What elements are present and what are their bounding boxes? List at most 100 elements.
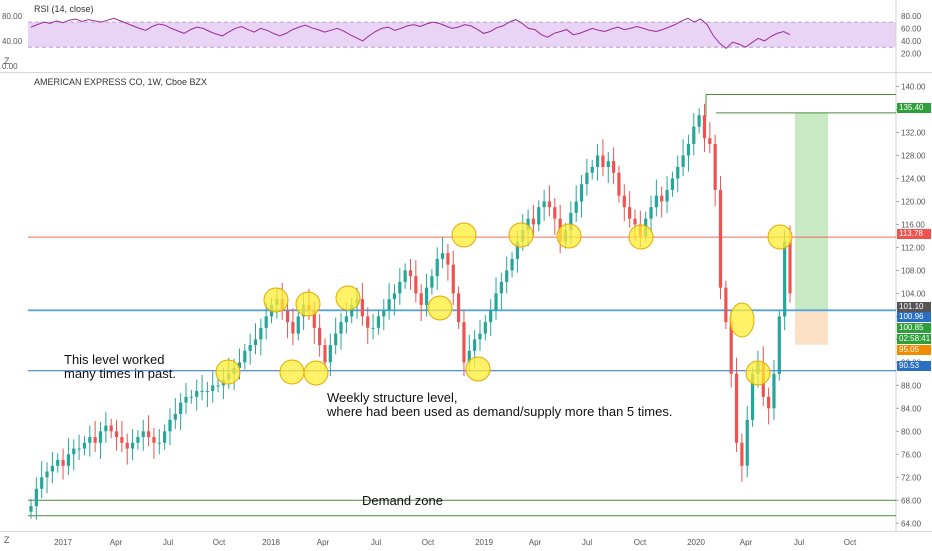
- price-tick-label: 116.00: [901, 220, 925, 229]
- candle-body: [387, 299, 391, 311]
- candle-body: [531, 218, 536, 225]
- candle-body: [478, 333, 482, 340]
- time-tick-label: Jul: [371, 538, 381, 547]
- candle-body: [146, 431, 151, 438]
- rsi-right-tick: 20.00: [901, 49, 922, 58]
- candle-body: [569, 212, 573, 231]
- touch-marker: [263, 287, 289, 313]
- candle-body: [729, 322, 733, 374]
- candle-body: [777, 316, 781, 374]
- candle-body: [237, 362, 242, 369]
- candle-body: [440, 253, 445, 259]
- price-tick-label: 104.00: [901, 289, 926, 298]
- time-axis[interactable]: 2017 Apr Jul Oct 2018 Apr Jul Oct 2019 Apr Jul Oct 2…: [0, 531, 932, 551]
- candle-body: [494, 293, 498, 311]
- candle-body: [141, 431, 145, 438]
- candle-body: [61, 460, 65, 466]
- candle-body: [72, 448, 76, 455]
- candle-body: [125, 442, 129, 449]
- candle-body: [366, 316, 370, 328]
- price-tick-label: 108.00: [901, 266, 926, 275]
- candle-body: [435, 258, 439, 277]
- candle-body: [50, 465, 54, 472]
- candle-body: [344, 316, 348, 323]
- candle-body: [665, 189, 669, 202]
- candle-body: [542, 201, 546, 208]
- candle-body: [216, 385, 220, 387]
- rsi-title: RSI (14, close): [34, 4, 94, 14]
- candle-body: [633, 218, 637, 225]
- candle-body: [114, 431, 119, 438]
- time-tick-label: Oct: [844, 538, 857, 547]
- price-plot: 140.00136.00132.00128.00124.00120.00116.…: [28, 73, 926, 531]
- price-tick-label: 72.00: [901, 473, 922, 482]
- candle-body: [473, 339, 477, 351]
- candle-body: [697, 115, 701, 127]
- rsi-pane[interactable]: 80.00 60.00 40.00 20.00 80.00 40.00 0.00 RSI (…: [0, 0, 932, 73]
- candle-body: [457, 293, 461, 323]
- candle-body: [788, 241, 792, 294]
- price-pane[interactable]: 140.00136.00132.00128.00124.00120.00116.…: [0, 73, 932, 531]
- candle-body: [505, 270, 509, 282]
- candle-body: [312, 310, 316, 328]
- candle-body: [595, 155, 600, 167]
- price-tick-label: 88.00: [901, 381, 922, 390]
- level-note-line2: many times in past.: [64, 366, 176, 381]
- candle-body: [628, 207, 632, 219]
- candle-body: [291, 322, 295, 334]
- touch-marker: [508, 222, 534, 248]
- candle-body: [708, 138, 712, 144]
- price-tick-label: 76.00: [901, 450, 922, 459]
- candle-body: [462, 322, 466, 363]
- touch-marker: [303, 360, 329, 386]
- candle-body: [259, 327, 263, 340]
- time-tick-label: Apr: [740, 538, 753, 547]
- candle-body: [745, 419, 749, 466]
- touch-marker: [729, 302, 755, 338]
- time-tick-label: 2020: [687, 538, 705, 547]
- candle-body: [318, 327, 322, 346]
- candle-body: [82, 442, 87, 449]
- candle-body: [740, 442, 744, 466]
- touch-marker: [427, 295, 453, 321]
- time-tick-label: Oct: [634, 538, 647, 547]
- candle-body: [29, 506, 33, 512]
- touch-marker: [556, 223, 582, 249]
- time-tick-label: Jul: [163, 538, 173, 547]
- symbol-title: AMERICAN EXPRESS CO, 1W, Cboe BZX: [34, 77, 208, 87]
- rsi-left-tick: 80.00: [2, 12, 23, 21]
- zoom-icon[interactable]: Z: [4, 535, 10, 545]
- price-tag: 101.10: [897, 302, 931, 312]
- candle-body: [499, 281, 503, 294]
- candle-body: [109, 425, 113, 432]
- candle-body: [670, 178, 675, 190]
- price-tick-label: 132.00: [901, 128, 926, 137]
- price-tick-label: 120.00: [901, 197, 926, 206]
- candle-body: [45, 471, 49, 478]
- candle-body: [200, 391, 204, 393]
- candle-body: [120, 437, 124, 443]
- candle-body: [537, 207, 541, 225]
- candle-body: [515, 241, 520, 259]
- stop-zone: [795, 310, 828, 345]
- price-tick-label: 80.00: [901, 427, 922, 436]
- candle-body: [467, 350, 471, 363]
- time-tick-label: Jul: [582, 538, 592, 547]
- candle-body: [296, 316, 300, 334]
- time-tick-label: Oct: [422, 538, 435, 547]
- touch-marker: [465, 356, 491, 382]
- touch-marker: [295, 291, 321, 317]
- candle-body: [767, 396, 771, 409]
- price-tag: 90.53: [897, 361, 931, 371]
- structure-note-line2: where had been used as demand/supply mor…: [327, 404, 673, 419]
- candle-body: [205, 391, 209, 393]
- touch-marker: [451, 222, 477, 248]
- candle-body: [489, 310, 493, 323]
- candle-body: [211, 385, 215, 392]
- candle-body: [77, 448, 81, 450]
- candle-body: [56, 460, 60, 466]
- candle-body: [585, 172, 589, 185]
- candle-body: [483, 322, 487, 334]
- time-tick-label: Apr: [317, 538, 330, 547]
- rsi-zoom-icon[interactable]: Z: [4, 56, 10, 66]
